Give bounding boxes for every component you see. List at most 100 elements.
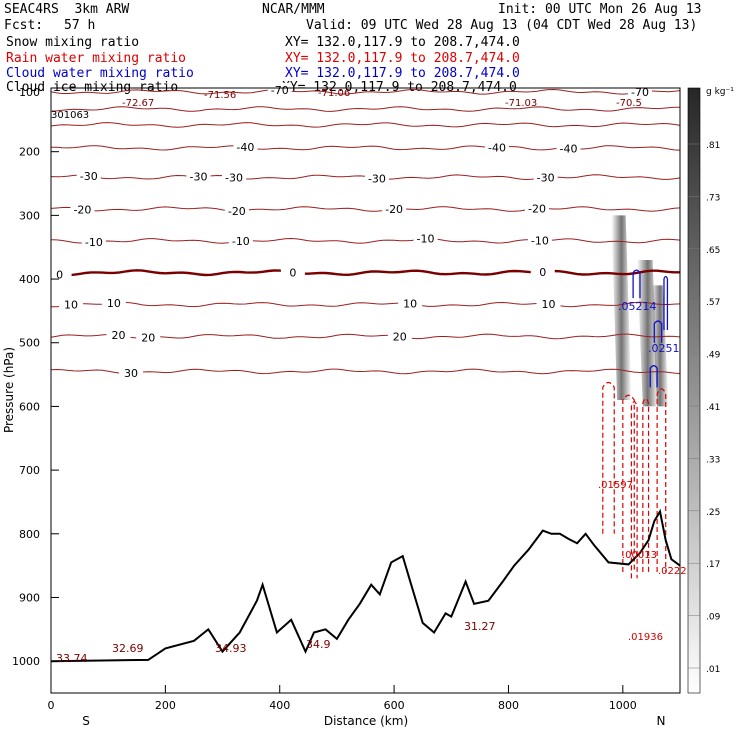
isotherm-label-5-3: -20 [528,202,546,215]
x-tick-label-5: 1000 [609,699,637,712]
isotherm-label-bg-7-0 [47,267,72,281]
isotherm-label-6-2: -10 [417,233,435,246]
isotherm-label-0-1: -70 [631,86,649,99]
y-tick-label-5: 700 [19,464,40,477]
extrema-top-2: -71.06 [318,88,350,99]
isotherm-label-bg-6-2 [413,231,438,245]
x-tick-label-3: 600 [384,699,405,712]
isotherm-label-5-0: -20 [73,203,91,216]
extrema-rain-2: .00013 [622,550,657,561]
isotherm-label-bg-4-3 [364,171,389,185]
model-title: SEAC4RS 3km ARW [4,2,130,17]
field-xy-snow: XY= 132.0,117.9 to 208.7,474.0 [285,35,520,50]
colorbar-label-6: .33 [706,455,720,465]
isotherm-6 [51,237,680,244]
isotherm-label-bg-8-3 [536,296,561,310]
fcst-value: 57 h [64,18,96,33]
isotherm-label-bg-0-0 [267,82,292,96]
isotherm-label-5-1: -20 [228,205,246,218]
y-tick-label-2: 400 [19,273,40,286]
isotherm-label-bg-8-2 [398,296,423,310]
isotherm-label-bg-6-0 [81,234,106,248]
fcst-label: Fcst: [4,18,44,33]
cloud-contour-0 [632,269,641,299]
isotherm-label-8-3: 10 [541,298,555,311]
y-tick-label-4: 600 [19,400,40,413]
colorbar-label-3: .57 [706,298,720,308]
isotherm-label-bg-7-2 [530,264,555,278]
isotherm-2 [51,122,680,128]
colorbar-units: g kg⁻¹ [706,87,734,97]
extrema-rain-1: .01597 [598,480,633,491]
colorbar-label-4: .49 [706,351,721,361]
isotherm-label-8-1: 10 [107,297,121,310]
rain-contour-2 [630,401,638,579]
isotherm-label-4-1: -30 [190,171,208,184]
y-axis-label: Pressure (hPa) [2,347,16,433]
isotherm-label-bg-6-1 [228,233,253,247]
x-tick-label-2: 400 [269,699,290,712]
isotherm-label-bg-5-1 [224,204,249,218]
snow-shade-0 [611,215,632,401]
isotherm-label-bg-3-0 [233,140,258,154]
isotherm-8 [51,301,680,308]
north-label: N [657,714,666,728]
isotherm-label-7-0: 0 [56,268,63,281]
isotherm-label-9-2: 20 [393,330,407,343]
isotherm-label-bg-10-0 [119,366,144,380]
isotherm-label-bg-4-4 [533,170,558,184]
isotherm-label-bg-3-2 [556,141,581,155]
isotherm-label-8-0: 10 [64,299,78,312]
isotherm-10 [51,368,680,375]
rain-contour-1 [622,394,635,572]
isotherm-label-3-2: -40 [560,142,578,155]
isotherm-label-0-0: -70 [271,84,289,97]
cloud-water-contours [632,269,669,388]
isotherm-label-4-4: -30 [537,171,555,184]
isotherm-1 [51,106,680,112]
isotherm-label-6-1: -10 [232,235,250,248]
extrema-cloud-0: .05214 [618,300,657,313]
extrema-bottom-2: 34.93 [215,642,247,655]
y-tick-label-7: 900 [19,591,40,604]
terrain-path [51,508,680,663]
rain-contour-0 [602,381,615,534]
colorbar: g kg⁻¹ .81 .73 .65 .57 .49 .41 .33 .25 .17 .09 .01 [687,87,734,694]
cloud-contour-2 [649,365,658,388]
isotherm-label-bg-3-1 [485,140,510,154]
plot-frame [50,87,681,694]
isotherm-label-9-0: 20 [111,329,125,342]
extrema-bottom-0: 33.74 [56,652,88,665]
isotherm-label-bg-4-0 [76,168,101,182]
isotherm-label-4-3: -30 [368,172,386,185]
y-tick-label-1: 300 [19,209,40,222]
extrema-rain-0: .01936 [628,632,663,643]
isotherm-label-3-1: -40 [488,141,506,154]
colorbar-label-8: .17 [706,560,720,570]
isotherm-5 [51,206,680,212]
isotherm-label-9-1: 20 [141,331,155,344]
colorbar-label-2: .65 [706,246,720,256]
colorbar-label-7: .25 [706,508,720,518]
extrema-bottom-4: 31.27 [464,620,496,633]
isotherm-label-bg-5-3 [525,201,550,215]
field-label-rain: Rain water mixing ratio [6,51,187,66]
isotherm-label-bg-8-1 [101,296,126,310]
y-tick-label-6: 800 [19,528,40,541]
x-tick-label-4: 800 [498,699,519,712]
org-title: NCAR/MMM [262,2,325,17]
y-tick-label-8: 1000 [12,655,40,668]
isotherm-label-6-3: -10 [531,234,549,247]
colorbar-label-5: .41 [706,403,720,413]
south-label: S [82,714,90,728]
y-tick-label-100: 100 [19,86,40,99]
extrema-bottom-1: 32.69 [112,642,144,655]
extrema-top-4: -70.5 [616,98,642,109]
x-tick-label-1: 200 [155,699,176,712]
cloud-contour-1 [653,320,663,343]
isotherm-label-bg-5-2 [382,202,407,216]
isotherm-label-7-1: 0 [289,267,296,280]
colorbar-label-9: .09 [706,613,721,623]
isotherm-label-bg-7-1 [280,265,305,279]
snow-shading [611,215,669,407]
